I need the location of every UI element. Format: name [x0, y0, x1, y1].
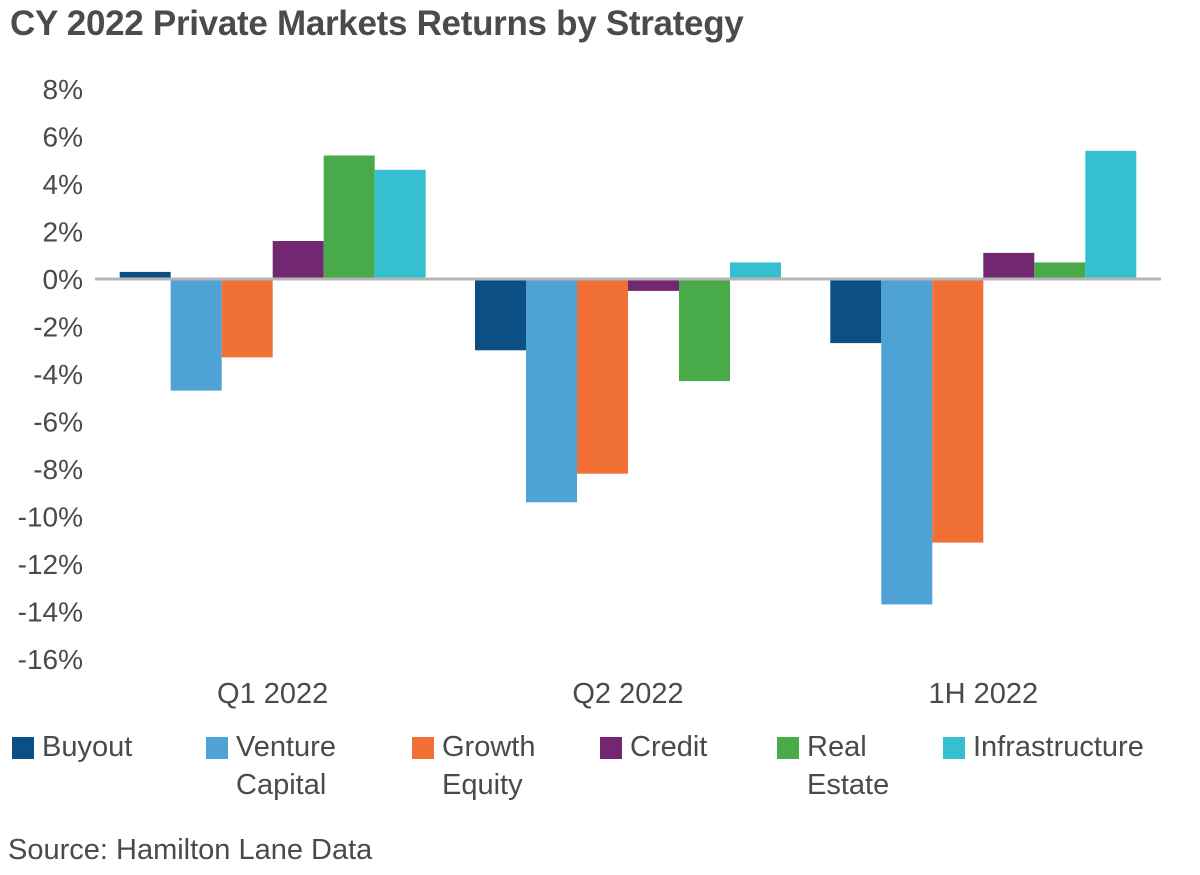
bar-credit-1h-2022 — [983, 252, 1035, 279]
legend-label: Growth Equity — [442, 731, 536, 801]
bar-buyout-q1-2022 — [119, 271, 171, 279]
legend-item-venture-capital: Venture Capital — [206, 728, 336, 804]
x-category-label: Q2 2022 — [572, 678, 683, 710]
y-tick-label: -8% — [33, 454, 83, 485]
legend-label: Venture Capital — [236, 731, 336, 801]
y-tick-label: -16% — [18, 644, 83, 675]
y-tick-label: -10% — [18, 502, 83, 533]
bar-infrastructure-q1-2022 — [374, 169, 426, 279]
bar-growth-equity-q2-2022 — [577, 279, 628, 474]
bar-venture-capital-q1-2022 — [170, 279, 222, 391]
legend-item-buyout: Buyout — [12, 728, 132, 766]
bar-credit-q1-2022 — [272, 241, 324, 279]
y-tick-label: -14% — [18, 597, 83, 628]
bar-infrastructure-q2-2022 — [730, 262, 781, 279]
legend-item-infrastructure: Infrastructure — [943, 728, 1144, 766]
y-tick-label: -6% — [33, 407, 83, 438]
legend-swatch — [412, 737, 434, 759]
x-category-label: 1H 2022 — [929, 678, 1039, 710]
bar-real-estate-q2-2022 — [679, 279, 730, 382]
bar-growth-equity-q1-2022 — [221, 279, 273, 358]
x-category-label: Q1 2022 — [217, 678, 328, 710]
legend-swatch — [206, 737, 228, 759]
legend-label: Credit — [630, 731, 708, 763]
y-tick-label: -4% — [33, 359, 83, 390]
legend-item-real-estate: Real Estate — [777, 728, 889, 804]
legend-swatch — [943, 737, 965, 759]
y-tick-label: 2% — [43, 217, 83, 248]
bar-buyout-1h-2022 — [830, 279, 882, 344]
bar-infrastructure-1h-2022 — [1085, 150, 1137, 280]
y-tick-label: -2% — [33, 312, 83, 343]
legend-label: Buyout — [42, 731, 133, 763]
y-tick-label: -12% — [18, 549, 83, 580]
y-tick-label: 6% — [43, 122, 83, 153]
legend-swatch — [600, 737, 622, 759]
legend-label: Infrastructure — [973, 731, 1144, 763]
bar-buyout-q2-2022 — [475, 279, 526, 351]
source-note: Source: Hamilton Lane Data — [8, 834, 373, 866]
bar-venture-capital-q2-2022 — [526, 279, 577, 503]
bar-growth-equity-1h-2022 — [932, 279, 984, 543]
legend-item-credit: Credit — [600, 728, 707, 766]
bar-real-estate-1h-2022 — [1034, 262, 1086, 279]
bar-credit-q2-2022 — [628, 279, 679, 291]
x-axis-categories: Q1 2022 Q2 2022 1H 2022 — [217, 678, 1038, 710]
legend-swatch — [777, 737, 799, 759]
chart-title: CY 2022 Private Markets Returns by Strat… — [10, 4, 744, 43]
y-tick-label: 0% — [43, 264, 83, 295]
bar-venture-capital-1h-2022 — [881, 279, 933, 605]
legend: Buyout Venture Capital Growth Equity Credit… — [0, 728, 1200, 818]
bar-real-estate-q1-2022 — [323, 155, 375, 279]
legend-label: Real Estate — [807, 731, 890, 801]
y-tick-label: 8% — [43, 74, 83, 105]
y-axis-ticks: 8% 6% 4% 2% 0% -2% -4% -6% -8% -10% -12% -14% -16% — [18, 74, 83, 675]
legend-swatch — [12, 737, 34, 759]
y-tick-label: 4% — [43, 169, 83, 200]
legend-item-growth-equity: Growth Equity — [412, 728, 535, 804]
bars — [119, 150, 1137, 605]
